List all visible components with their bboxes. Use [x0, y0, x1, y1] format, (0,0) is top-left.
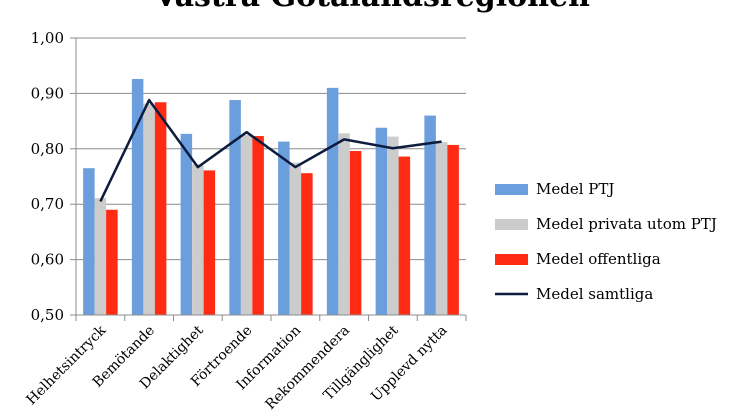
- bar-medel-privata-utom-ptj-1: [143, 103, 155, 315]
- bar-medel-offentliga-7: [447, 144, 459, 315]
- x-category-label: Helhetsintryck: [24, 322, 110, 408]
- bar-medel-offentliga-4: [301, 173, 313, 315]
- legend-label: Medel PTJ: [536, 180, 614, 198]
- y-tick-label: 0,60: [31, 251, 64, 269]
- bar-medel-privata-utom-ptj-6: [387, 136, 399, 315]
- legend-swatch: [495, 254, 528, 265]
- bar-medel-ptj-0: [83, 168, 95, 315]
- y-tick-label: 0,50: [31, 306, 64, 324]
- y-axis-ticks: 0,50 0,60 0,70 0,80 0,90 1,00: [31, 29, 64, 324]
- bar-medel-privata-utom-ptj-4: [289, 162, 302, 315]
- bar-medel-ptj-1: [131, 78, 144, 315]
- legend-swatch: [495, 219, 528, 230]
- legend-label: Medel samtliga: [536, 285, 653, 303]
- chart-title: Västra Götalandsregionen: [153, 0, 590, 14]
- bar-medel-ptj-4: [278, 141, 290, 315]
- legend-label: Medel privata utom PTJ: [536, 215, 717, 233]
- bar-medel-ptj-3: [229, 100, 241, 315]
- bar-medel-offentliga-6: [398, 156, 411, 315]
- bar-medel-privata-utom-ptj-7: [435, 142, 448, 315]
- y-tick-label: 0,90: [31, 84, 64, 102]
- bar-medel-privata-utom-ptj-0: [94, 198, 107, 315]
- line-medel-samtliga: [99, 98, 442, 202]
- y-tick-label: 0,70: [31, 195, 64, 213]
- bar-medel-offentliga-3: [252, 136, 264, 315]
- legend: Medel PTJ Medel privata utom PTJ Medel off…: [495, 180, 717, 303]
- bar-medel-privata-utom-ptj-5: [338, 133, 350, 315]
- axes: [70, 37, 467, 321]
- bar-medel-ptj-6: [375, 127, 388, 315]
- x-axis-labels: HelhetsintryckBemötandeDelaktighetFörtro…: [24, 322, 451, 413]
- legend-swatch: [495, 184, 528, 195]
- x-category-label: Rekommendera: [263, 323, 353, 413]
- bar-medel-offentliga-2: [203, 170, 216, 315]
- bar-medel-privata-utom-ptj-2: [192, 164, 204, 315]
- y-tick-label: 0,80: [31, 140, 64, 158]
- legend-label: Medel offentliga: [536, 250, 661, 268]
- bar-medel-ptj-5: [326, 87, 339, 315]
- bar-medel-ptj-2: [180, 133, 193, 315]
- bar-medel-privata-utom-ptj-3: [240, 134, 253, 315]
- bar-medel-offentliga-0: [106, 209, 118, 315]
- bar-medel-offentliga-1: [154, 102, 167, 315]
- bar-medel-ptj-7: [424, 115, 436, 315]
- bars: [83, 78, 459, 315]
- y-tick-label: 1,00: [31, 29, 64, 47]
- bar-medel-offentliga-5: [349, 151, 362, 315]
- line-series: [99, 98, 442, 202]
